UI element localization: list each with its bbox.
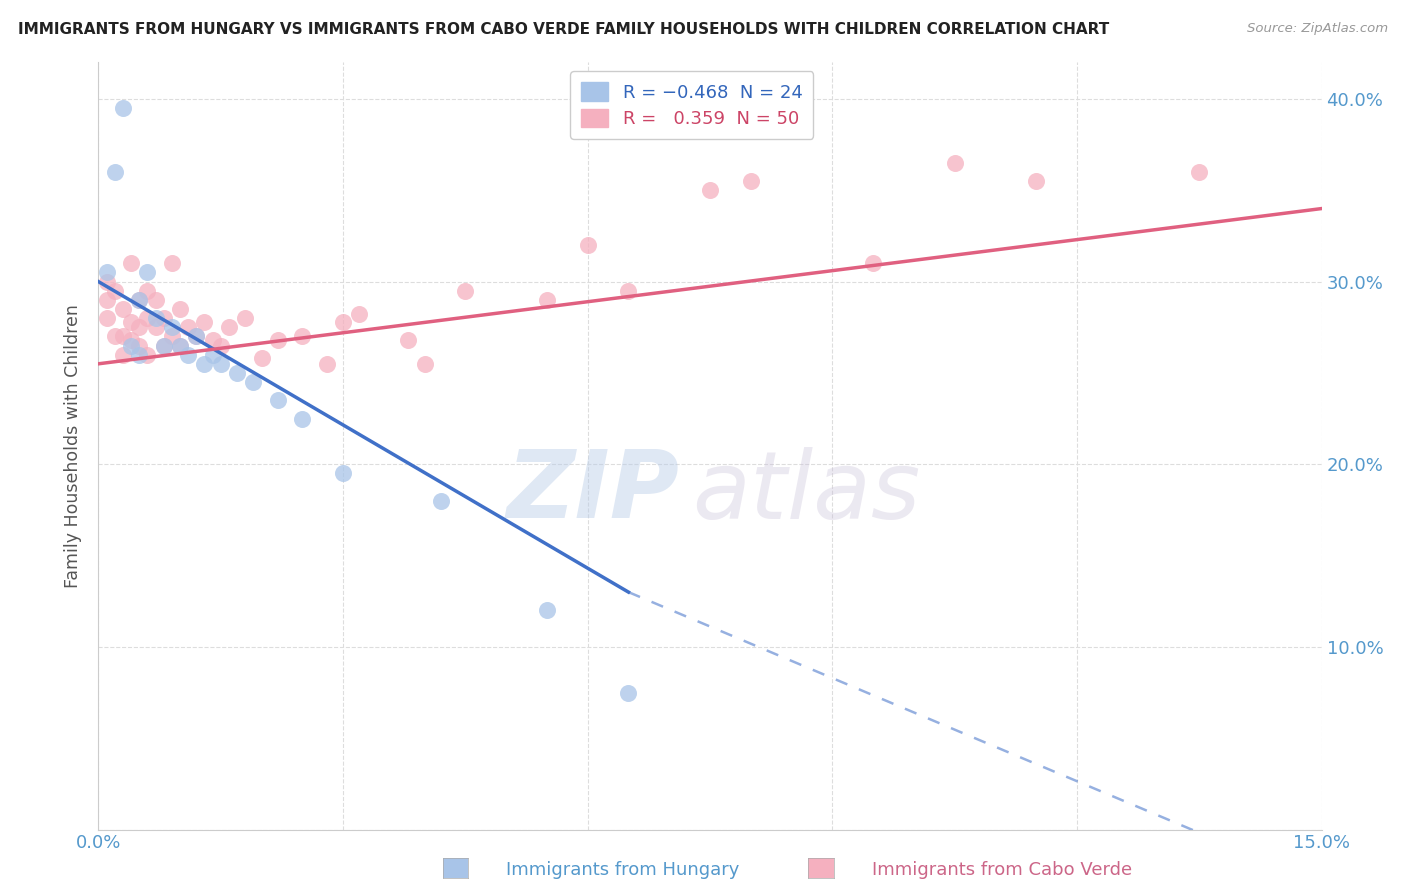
Point bbox=[96, 265, 118, 279]
Point bbox=[193, 315, 215, 329]
Point bbox=[111, 348, 134, 362]
Point bbox=[617, 685, 640, 699]
Point bbox=[315, 357, 337, 371]
Point bbox=[136, 348, 159, 362]
Point bbox=[209, 338, 232, 352]
Point bbox=[1188, 165, 1211, 179]
Point bbox=[349, 308, 371, 322]
Point bbox=[201, 333, 224, 347]
Text: atlas: atlas bbox=[692, 447, 920, 538]
Point bbox=[160, 256, 183, 270]
Point bbox=[145, 293, 167, 307]
Point bbox=[152, 338, 174, 352]
Point bbox=[233, 311, 256, 326]
Point bbox=[193, 357, 215, 371]
Point bbox=[536, 603, 558, 617]
Legend: R = −0.468  N = 24, R =   0.359  N = 50: R = −0.468 N = 24, R = 0.359 N = 50 bbox=[571, 71, 813, 139]
Point bbox=[177, 320, 200, 334]
Point bbox=[136, 311, 159, 326]
Point bbox=[111, 301, 134, 316]
Point bbox=[186, 329, 208, 343]
Point bbox=[120, 315, 142, 329]
Point bbox=[111, 329, 134, 343]
Point bbox=[96, 293, 118, 307]
Point bbox=[169, 338, 191, 352]
Point bbox=[740, 174, 762, 188]
Point bbox=[145, 311, 167, 326]
Point bbox=[128, 293, 150, 307]
Y-axis label: Family Households with Children: Family Households with Children bbox=[65, 304, 83, 588]
Point bbox=[454, 284, 477, 298]
Point bbox=[160, 329, 183, 343]
Point bbox=[267, 333, 290, 347]
Point bbox=[104, 284, 127, 298]
Point bbox=[267, 393, 290, 408]
Text: Source: ZipAtlas.com: Source: ZipAtlas.com bbox=[1247, 22, 1388, 36]
Text: IMMIGRANTS FROM HUNGARY VS IMMIGRANTS FROM CABO VERDE FAMILY HOUSEHOLDS WITH CHI: IMMIGRANTS FROM HUNGARY VS IMMIGRANTS FR… bbox=[18, 22, 1109, 37]
Point bbox=[332, 315, 354, 329]
Point bbox=[536, 293, 558, 307]
Point bbox=[862, 256, 884, 270]
Point bbox=[218, 320, 240, 334]
Point bbox=[128, 338, 150, 352]
Point bbox=[169, 338, 191, 352]
Point bbox=[177, 348, 200, 362]
Text: ZIP: ZIP bbox=[506, 446, 679, 538]
Point bbox=[120, 338, 142, 352]
Point bbox=[201, 348, 224, 362]
Point bbox=[111, 101, 134, 115]
Point bbox=[332, 467, 354, 481]
Point bbox=[943, 156, 966, 170]
Text: Immigrants from Hungary: Immigrants from Hungary bbox=[506, 861, 740, 879]
Point bbox=[1025, 174, 1047, 188]
Point bbox=[128, 320, 150, 334]
Point bbox=[242, 375, 264, 389]
Point bbox=[96, 311, 118, 326]
Point bbox=[96, 275, 118, 289]
Point bbox=[145, 320, 167, 334]
Point bbox=[186, 329, 208, 343]
Point bbox=[617, 284, 640, 298]
Point bbox=[413, 357, 436, 371]
Point bbox=[226, 366, 249, 380]
Point bbox=[104, 329, 127, 343]
Point bbox=[160, 320, 183, 334]
Point bbox=[152, 311, 174, 326]
Point bbox=[104, 165, 127, 179]
Point bbox=[396, 333, 419, 347]
Point bbox=[291, 411, 314, 425]
Point bbox=[430, 493, 453, 508]
Point bbox=[120, 256, 142, 270]
Point bbox=[250, 351, 273, 366]
Point bbox=[699, 183, 721, 197]
Point bbox=[128, 348, 150, 362]
Point bbox=[120, 333, 142, 347]
Point bbox=[136, 265, 159, 279]
Point bbox=[128, 293, 150, 307]
Point bbox=[136, 284, 159, 298]
Point bbox=[576, 238, 599, 252]
Point bbox=[291, 329, 314, 343]
Point bbox=[152, 338, 174, 352]
Point bbox=[209, 357, 232, 371]
Point bbox=[169, 301, 191, 316]
Text: Immigrants from Cabo Verde: Immigrants from Cabo Verde bbox=[872, 861, 1132, 879]
